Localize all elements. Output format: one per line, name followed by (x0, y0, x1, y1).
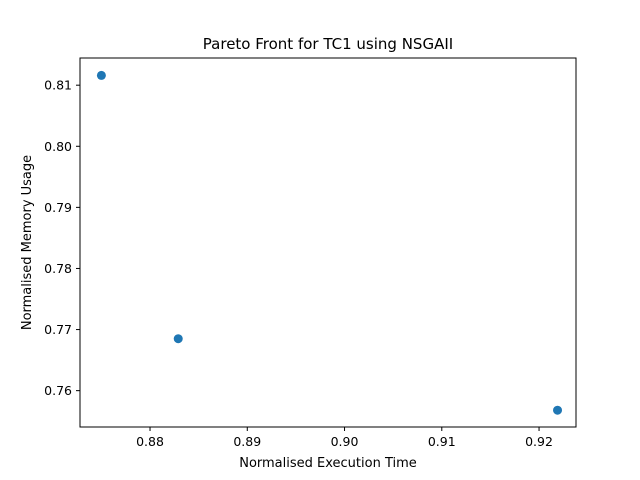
scatter-point (173, 334, 183, 344)
x-axis: 0.88 0.89 0.90 0.91 0.92 (136, 427, 553, 449)
x-tick-label: 0.89 (233, 434, 261, 449)
y-axis-label: Normalised Memory Usage (20, 155, 35, 330)
scatter-point (96, 70, 106, 80)
y-tick-label: 0.79 (44, 200, 72, 215)
y-tick-label: 0.80 (44, 139, 72, 154)
x-tick-label: 0.88 (136, 434, 164, 449)
y-axis: 0.76 0.77 0.78 0.79 0.80 0.81 (44, 78, 80, 398)
y-tick-label: 0.81 (44, 78, 72, 93)
x-tick-label: 0.92 (525, 434, 553, 449)
x-tick-label: 0.90 (331, 434, 359, 449)
x-axis-label: Normalised Execution Time (239, 456, 417, 471)
scatter-point (553, 405, 563, 415)
y-tick-label: 0.77 (44, 322, 72, 337)
x-tick-label: 0.91 (428, 434, 456, 449)
plot-area-frame (79, 57, 577, 428)
y-tick-label: 0.78 (44, 261, 72, 276)
chart-title: Pareto Front for TC1 using NSGAII (203, 35, 453, 53)
data-points (96, 70, 563, 415)
y-tick-label: 0.76 (44, 383, 72, 398)
